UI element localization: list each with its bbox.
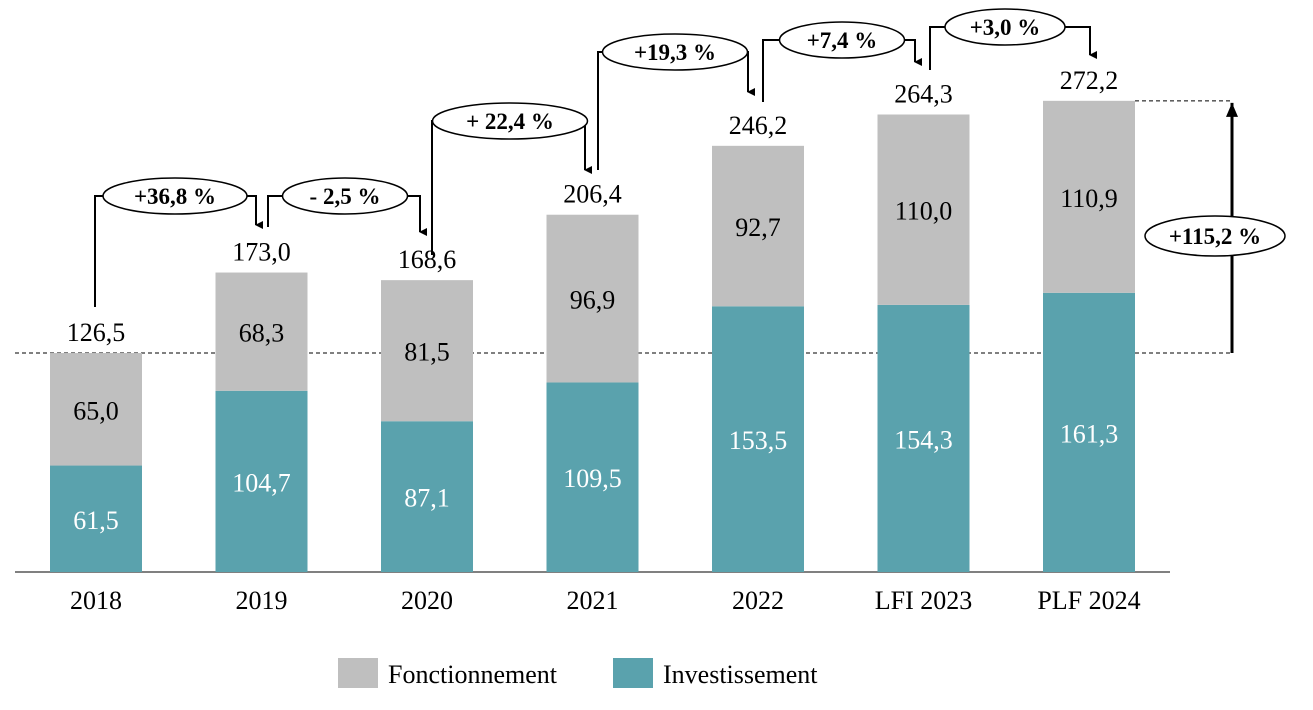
bar-value-label: 96,9 — [570, 286, 616, 315]
x-tick-label: PLF 2024 — [1037, 586, 1140, 615]
change-callout — [102, 177, 248, 215]
x-tick-label: 2021 — [567, 586, 619, 615]
bar-value-label: 104,7 — [232, 468, 291, 497]
connector-line — [929, 26, 945, 70]
bar-value-label: 110,0 — [895, 197, 953, 226]
change-callout — [778, 21, 906, 59]
bar-value-label: 92,7 — [735, 213, 781, 242]
change-callout — [281, 177, 409, 215]
total-label: 173,0 — [232, 238, 291, 267]
bar-fonctionnement-LFI-2023 — [877, 114, 970, 305]
x-tick-label: 2022 — [732, 586, 784, 615]
bar-value-label: 65,0 — [73, 396, 119, 425]
x-tick-label: 2020 — [401, 586, 453, 615]
bar-investissement-2020 — [381, 421, 473, 572]
bar-value-label: 61,5 — [73, 506, 119, 535]
arrow-down-icon — [747, 51, 755, 96]
connector-line — [267, 195, 283, 227]
bar-value-label: 153,5 — [729, 426, 788, 455]
overall-change-label: +115,2 % — [1169, 224, 1261, 249]
arrow-down-icon — [407, 195, 427, 236]
bar-investissement-2022 — [712, 306, 804, 572]
change-label: +36,8 % — [134, 184, 216, 209]
connector-line — [94, 195, 103, 307]
bar-fonctionnement-2019 — [215, 272, 308, 391]
bar-value-label: 109,5 — [563, 464, 622, 493]
change-label: - 2,5 % — [310, 184, 381, 209]
bar-investissement-2021 — [546, 382, 639, 572]
change-callout — [431, 102, 589, 140]
change-label: + 22,4 % — [466, 109, 554, 134]
bar-fonctionnement-2021 — [546, 214, 639, 383]
x-tick-label: 2019 — [236, 586, 288, 615]
legend-swatch-investissement — [613, 658, 653, 688]
change-label: +3,0 % — [970, 15, 1041, 40]
bar-fonctionnement-2018 — [50, 353, 142, 466]
bar-investissement-LFI-2023 — [877, 304, 970, 572]
legend-swatch-fonctionnement — [338, 658, 378, 688]
bar-value-label: 110,9 — [1060, 184, 1118, 213]
bar-fonctionnement-PLF-2024 — [1043, 100, 1135, 293]
arrow-down-icon — [904, 39, 922, 66]
total-label: 126,5 — [67, 318, 126, 347]
bar-investissement-2019 — [215, 390, 308, 572]
legend-label: Fonctionnement — [388, 660, 558, 689]
bar-investissement-PLF-2024 — [1043, 292, 1135, 572]
arrow-down-icon — [584, 120, 592, 174]
bar-investissement-2018 — [50, 465, 142, 572]
bar-value-label: 68,3 — [239, 319, 285, 348]
arrow-down-icon — [247, 195, 263, 229]
bar-fonctionnement-2020 — [381, 280, 473, 422]
bar-value-label: 87,1 — [404, 484, 450, 513]
x-tick-label: 2018 — [70, 586, 122, 615]
change-callout — [944, 8, 1066, 46]
arrow-down-icon — [1065, 26, 1097, 59]
x-tick-label: LFI 2023 — [875, 586, 973, 615]
connector-line — [431, 120, 433, 255]
total-label: 206,4 — [563, 180, 622, 209]
bar-fonctionnement-2022 — [712, 145, 804, 307]
change-callout — [601, 33, 749, 71]
overall-change-callout — [1144, 215, 1286, 257]
bar-value-label: 81,5 — [404, 338, 450, 367]
total-label: 168,6 — [398, 245, 457, 274]
change-label: +7,4 % — [807, 28, 878, 53]
change-label: +19,3 % — [634, 40, 716, 65]
connector-line — [762, 39, 780, 102]
total-label: 246,2 — [729, 111, 788, 140]
legend-label: Investissement — [663, 660, 818, 689]
bar-value-label: 161,3 — [1060, 419, 1119, 448]
total-label: 272,2 — [1060, 66, 1119, 95]
bar-value-label: 154,3 — [894, 425, 953, 454]
connector-line — [597, 51, 603, 170]
total-label: 264,3 — [894, 79, 953, 108]
